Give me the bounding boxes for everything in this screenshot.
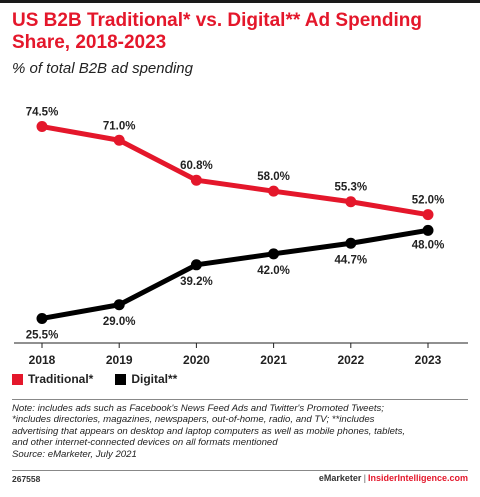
data-point bbox=[190, 259, 202, 271]
chart-title: US B2B Traditional* vs. Digital** Ad Spe… bbox=[12, 10, 422, 53]
data-point bbox=[36, 121, 48, 133]
data-point bbox=[113, 299, 125, 311]
legend-item: Traditional* bbox=[12, 372, 93, 386]
source-line: Source: eMarketer, July 2021 bbox=[12, 448, 137, 460]
x-tick-label: 2020 bbox=[183, 353, 210, 367]
data-label: 39.2% bbox=[180, 276, 213, 288]
series-line-traditional bbox=[39, 124, 431, 218]
data-point bbox=[190, 174, 202, 186]
legend-label: Traditional* bbox=[28, 372, 94, 386]
data-label: 52.0% bbox=[412, 195, 445, 207]
series-line-digital bbox=[39, 227, 431, 321]
note-line: Note: includes ads such as Facebook's Ne… bbox=[12, 403, 384, 414]
data-point bbox=[268, 185, 280, 197]
data-label: 44.7% bbox=[334, 254, 367, 266]
legend-swatch bbox=[12, 373, 23, 385]
notes-divider bbox=[12, 399, 468, 400]
brand-name: eMarketer bbox=[318, 473, 362, 483]
data-label: 71.0% bbox=[103, 120, 136, 132]
data-label: 48.0% bbox=[412, 239, 445, 251]
legend-item: Digital** bbox=[115, 372, 177, 386]
data-point bbox=[268, 248, 280, 260]
data-label: 29.0% bbox=[103, 316, 136, 328]
note-line: *includes directories, magazines, newspa… bbox=[12, 414, 375, 426]
x-tick-label: 2018 bbox=[29, 353, 56, 367]
footer-divider bbox=[12, 470, 468, 471]
note-line: and other internet-connected devices on … bbox=[12, 437, 278, 449]
chart-subtitle: % of total B2B ad spending bbox=[12, 60, 193, 77]
data-point bbox=[345, 196, 357, 208]
data-label: 74.5% bbox=[26, 107, 59, 119]
data-point bbox=[422, 224, 434, 236]
brand-site: InsiderIntelligence.com bbox=[367, 473, 468, 483]
x-tick-label: 2021 bbox=[260, 353, 287, 367]
x-tick-label: 2019 bbox=[106, 353, 133, 367]
footer-brand: eMarketer | InsiderIntelligence.com bbox=[319, 473, 468, 483]
legend-label: Digital** bbox=[131, 372, 178, 386]
data-label: 60.8% bbox=[180, 160, 213, 172]
note-line: advertising that appears on desktop and … bbox=[12, 425, 406, 437]
chart-id: 267558 bbox=[12, 474, 41, 484]
top-rule bbox=[0, 0, 480, 3]
chart-legend: Traditional* Digital** bbox=[12, 372, 177, 386]
data-label: 25.5% bbox=[26, 329, 59, 341]
brand-separator: | bbox=[363, 473, 366, 483]
x-tick-label: 2022 bbox=[337, 353, 364, 367]
data-point bbox=[36, 312, 48, 324]
data-label: 42.0% bbox=[257, 265, 290, 277]
data-label: 58.0% bbox=[257, 171, 290, 183]
data-point bbox=[345, 237, 357, 249]
chart-notes: Note: includes ads such as Facebook's Ne… bbox=[12, 403, 472, 460]
data-point bbox=[113, 134, 125, 146]
line-chart: 2018 2019 2020 2021 2022 2023 74.5% 71.0% 60.8% 5… bbox=[14, 107, 468, 367]
data-point bbox=[422, 209, 434, 221]
data-label: 55.3% bbox=[334, 182, 367, 194]
legend-swatch bbox=[115, 373, 127, 385]
x-tick-label: 2023 bbox=[415, 353, 442, 367]
